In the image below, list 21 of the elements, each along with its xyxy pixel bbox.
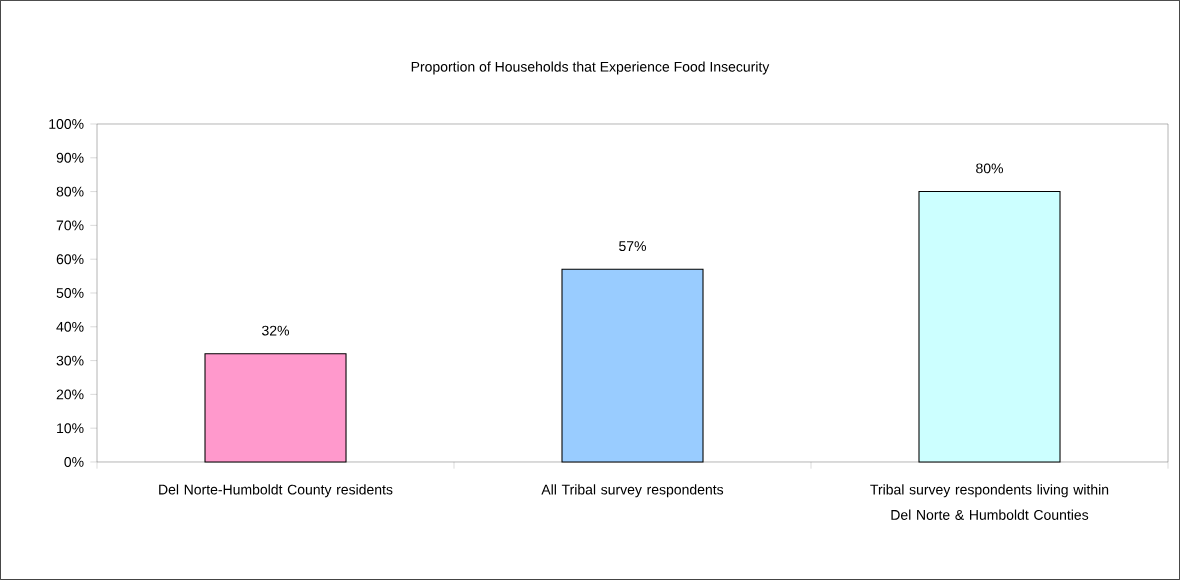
y-tick-label: 0%: [64, 457, 84, 467]
y-tick-label: 50%: [56, 288, 84, 298]
data-label: 80%: [976, 163, 1003, 174]
y-tick-label: 100%: [49, 119, 84, 129]
data-label: 32%: [262, 325, 290, 336]
y-tick-label: 40%: [56, 321, 84, 332]
bar: [918, 191, 1061, 463]
y-tick-label: 30%: [56, 355, 84, 366]
data-label: 57%: [619, 241, 647, 252]
bar: [561, 268, 704, 463]
y-tick-label: 10%: [57, 423, 84, 434]
y-tick-label: 70%: [56, 220, 84, 231]
y-tick-label: 60%: [56, 254, 84, 265]
y-tick-label: 20%: [56, 389, 84, 400]
bar: [204, 353, 347, 463]
y-tick-label: 90%: [56, 152, 84, 163]
x-tick-label: Del Norte-Humboldt County residents: [159, 484, 393, 498]
chart-title: Proportion of Households that Experience Food Insecurity: [411, 61, 770, 75]
x-tick-label: All Tribal survey respondents: [541, 484, 724, 498]
x-tick-label: Tribal survey respondents living within Del Norte & Humboldt Counties: [870, 484, 1109, 520]
y-tick-label: 80%: [56, 186, 84, 197]
